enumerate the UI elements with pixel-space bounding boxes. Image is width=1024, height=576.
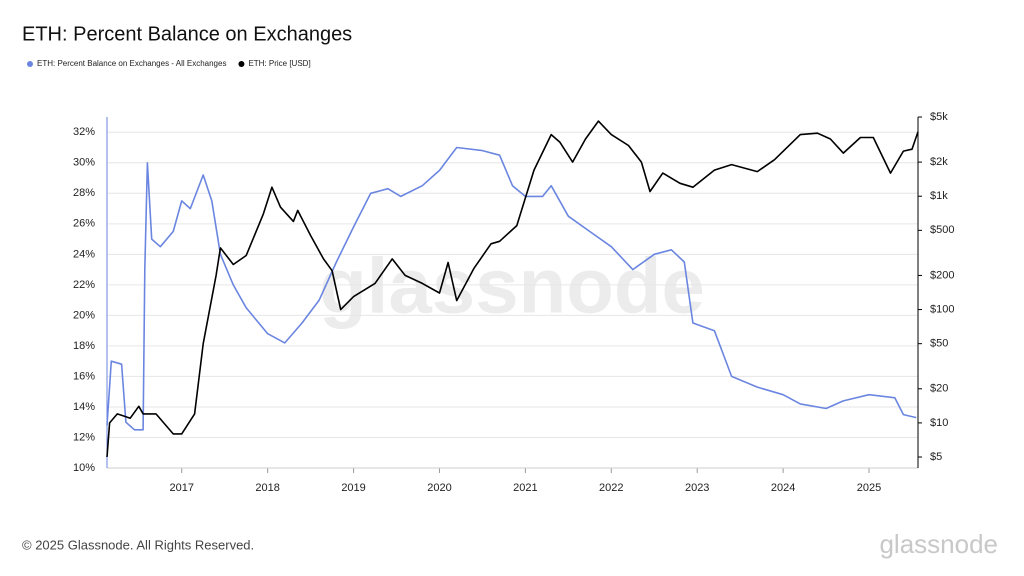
x-tick-label: 2018 <box>255 482 279 494</box>
x-tick-label: 2025 <box>857 482 881 494</box>
y2-tick-label: $50 <box>930 338 948 350</box>
y2-tick-label: $5k <box>930 111 948 123</box>
x-tick-label: 2024 <box>771 482 795 494</box>
x-tick-label: 2020 <box>427 482 451 494</box>
logo: glassnode <box>879 529 998 559</box>
y2-tick-label: $100 <box>930 303 954 315</box>
x-tick-label: 2022 <box>599 482 623 494</box>
y-tick-label: 14% <box>73 401 95 413</box>
y2-tick-label: $200 <box>930 269 954 281</box>
y2-tick-label: $10 <box>930 417 948 429</box>
y-tick-label: 26% <box>73 218 95 230</box>
legend-label: ETH: Price [USD] <box>248 59 310 68</box>
series-line <box>106 120 919 458</box>
y-tick-label: 18% <box>73 340 95 352</box>
legend-marker <box>27 61 33 67</box>
x-tick-label: 2021 <box>513 482 537 494</box>
y-tick-label: 32% <box>73 126 95 138</box>
y-tick-label: 28% <box>73 187 95 199</box>
legend-label: ETH: Percent Balance on Exchanges - All … <box>37 59 226 68</box>
y-tick-label: 20% <box>73 309 95 321</box>
y-tick-label: 30% <box>73 157 95 169</box>
y2-tick-label: $2k <box>930 156 948 168</box>
y-tick-label: 10% <box>73 462 95 474</box>
y2-tick-label: $500 <box>930 224 954 236</box>
y-tick-label: 12% <box>73 431 95 443</box>
y-tick-label: 16% <box>73 370 95 382</box>
y2-tick-label: $20 <box>930 383 948 395</box>
y-tick-label: 22% <box>73 279 95 291</box>
x-tick-label: 2019 <box>341 482 365 494</box>
y2-tick-label: $5 <box>930 451 942 463</box>
y2-tick-label: $1k <box>930 190 948 202</box>
legend-marker <box>238 61 245 67</box>
y-tick-label: 24% <box>73 248 95 260</box>
x-tick-label: 2023 <box>685 482 709 494</box>
chart-title: ETH: Percent Balance on Exchanges <box>22 23 352 45</box>
copyright: © 2025 Glassnode. All Rights Reserved. <box>22 537 254 552</box>
series-line <box>106 146 917 431</box>
x-tick-label: 2017 <box>170 482 194 494</box>
